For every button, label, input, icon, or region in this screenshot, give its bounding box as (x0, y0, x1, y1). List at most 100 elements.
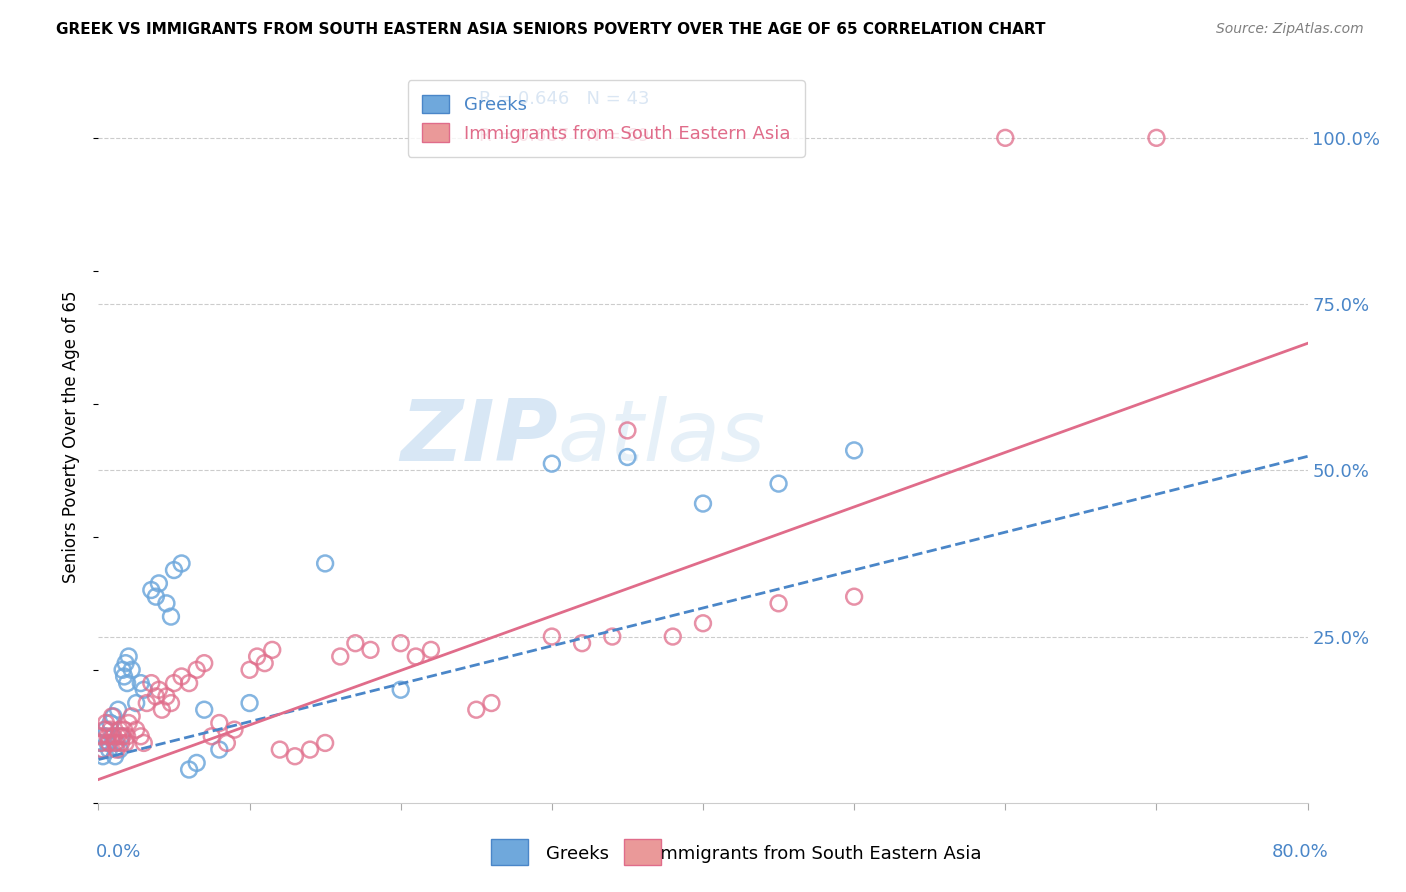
Point (179, 676, 201, 690)
Point (208, 716, 231, 731)
Point (163, 676, 186, 690)
Text: R = 0.687   N = 69: R = 0.687 N = 69 (479, 127, 650, 145)
Point (89, 736, 111, 750)
Point (98, 736, 121, 750)
Point (107, 729, 129, 743)
Y-axis label: Seniors Poverty Over the Age of 65: Seniors Poverty Over the Age of 65 (62, 291, 80, 583)
Point (186, 756, 208, 770)
Text: ZIP: ZIP (401, 395, 558, 479)
Point (108, 742, 131, 756)
FancyBboxPatch shape (492, 839, 527, 865)
Point (299, 742, 322, 756)
Point (186, 663, 208, 677)
Point (114, 736, 136, 750)
Text: R = 0.646   N = 43: R = 0.646 N = 43 (479, 90, 650, 108)
Point (121, 663, 143, 677)
Point (163, 563, 186, 577)
Point (160, 609, 183, 624)
Point (112, 723, 135, 737)
Text: Source: ZipAtlas.com: Source: ZipAtlas.com (1216, 22, 1364, 37)
Point (96, 736, 118, 750)
Point (125, 723, 148, 737)
Point (105, 736, 128, 750)
Point (844, 443, 866, 458)
Point (98, 742, 121, 756)
Point (111, 729, 134, 743)
Point (101, 729, 124, 743)
Text: Immigrants from South Eastern Asia: Immigrants from South Eastern Asia (655, 845, 981, 863)
Point (405, 649, 427, 664)
Point (105, 742, 128, 756)
Point (101, 709, 124, 723)
Point (94, 716, 117, 731)
Point (93, 723, 115, 737)
Point (145, 590, 167, 604)
Point (145, 690, 167, 704)
Point (224, 723, 246, 737)
Point (193, 656, 215, 670)
Point (481, 696, 503, 710)
Text: GREEK VS IMMIGRANTS FROM SOUTH EASTERN ASIA SENIORS POVERTY OVER THE AGE OF 65 C: GREEK VS IMMIGRANTS FROM SOUTH EASTERN A… (56, 22, 1046, 37)
Point (148, 682, 170, 697)
Point (107, 703, 129, 717)
Point (314, 736, 336, 750)
Point (360, 643, 382, 657)
Point (91, 749, 114, 764)
Point (389, 636, 412, 650)
Point (239, 663, 262, 677)
Point (114, 656, 136, 670)
Point (132, 682, 155, 697)
Point (571, 636, 593, 650)
Point (129, 676, 152, 690)
Point (100, 716, 122, 731)
Point (135, 696, 157, 710)
Point (540, 630, 562, 644)
Point (129, 729, 152, 743)
Point (115, 729, 138, 743)
Point (329, 649, 352, 664)
Point (420, 643, 443, 657)
Point (344, 636, 367, 650)
Point (262, 643, 284, 657)
Point (465, 703, 488, 717)
Point (104, 749, 127, 764)
Point (100, 723, 122, 737)
Point (155, 690, 177, 704)
Point (94, 723, 117, 737)
Point (179, 763, 201, 777)
Point (602, 630, 624, 644)
Point (125, 696, 148, 710)
Point (170, 669, 193, 683)
Point (118, 716, 141, 731)
Point (91, 742, 114, 756)
Point (215, 736, 238, 750)
Point (148, 576, 170, 591)
Point (314, 557, 336, 571)
Point (155, 596, 177, 610)
Point (253, 656, 276, 670)
Point (246, 649, 269, 664)
Point (141, 676, 163, 690)
Text: Greeks: Greeks (546, 845, 609, 863)
Legend: Greeks, Immigrants from South Eastern Asia: Greeks, Immigrants from South Eastern As… (408, 80, 804, 157)
Point (112, 669, 135, 683)
Point (692, 497, 714, 511)
Point (110, 729, 132, 743)
Point (150, 703, 173, 717)
Point (115, 676, 138, 690)
Point (132, 736, 155, 750)
Point (111, 663, 134, 677)
Point (104, 736, 127, 750)
Text: atlas: atlas (558, 395, 766, 479)
Point (1144, 131, 1167, 145)
Point (389, 682, 412, 697)
Point (208, 742, 231, 756)
Point (692, 616, 714, 631)
Point (90, 736, 112, 750)
Point (269, 742, 291, 756)
Point (93, 729, 115, 743)
Point (844, 590, 866, 604)
Point (108, 723, 131, 737)
Point (170, 557, 193, 571)
Point (103, 709, 125, 723)
